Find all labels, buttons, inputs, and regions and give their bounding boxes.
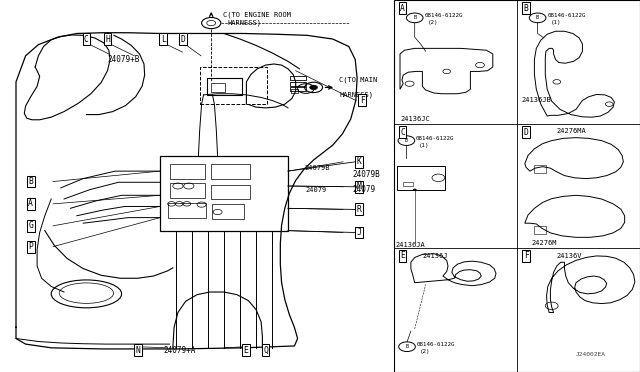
Text: N: N bbox=[136, 346, 141, 355]
Text: 24276MA: 24276MA bbox=[557, 128, 586, 134]
Text: C: C bbox=[400, 128, 405, 137]
Bar bbox=[290, 76, 306, 80]
Text: (2): (2) bbox=[420, 349, 430, 354]
Bar bbox=[534, 226, 546, 234]
Text: 24136J: 24136J bbox=[422, 253, 448, 259]
Text: 08146-6122G: 08146-6122G bbox=[417, 342, 455, 347]
Text: B: B bbox=[536, 15, 539, 20]
Text: B: B bbox=[406, 344, 408, 349]
Text: 24079+B: 24079+B bbox=[108, 55, 140, 64]
Text: 24136JC: 24136JC bbox=[400, 116, 429, 122]
Text: E: E bbox=[400, 251, 405, 260]
Text: 24079B: 24079B bbox=[352, 170, 380, 179]
Bar bbox=[207, 78, 242, 95]
Text: P: P bbox=[28, 242, 33, 251]
Text: Q: Q bbox=[263, 346, 268, 355]
Circle shape bbox=[310, 85, 317, 90]
Circle shape bbox=[413, 189, 417, 191]
Bar bbox=[211, 83, 225, 92]
Text: C(TO ENGINE ROOM: C(TO ENGINE ROOM bbox=[223, 12, 291, 18]
Bar bbox=[211, 164, 250, 179]
Text: K: K bbox=[356, 157, 362, 166]
Text: (1): (1) bbox=[419, 142, 429, 148]
Text: J24002EA: J24002EA bbox=[576, 352, 606, 357]
Text: 24136V: 24136V bbox=[557, 253, 582, 259]
Text: E: E bbox=[243, 346, 248, 355]
Text: B: B bbox=[405, 138, 408, 143]
Text: 24079B: 24079B bbox=[304, 165, 330, 171]
Text: H: H bbox=[105, 35, 110, 44]
Text: (1): (1) bbox=[550, 20, 561, 25]
Bar bbox=[211, 185, 250, 199]
Text: A: A bbox=[400, 4, 405, 13]
Bar bbox=[290, 82, 306, 86]
Text: 24136JB: 24136JB bbox=[522, 97, 551, 103]
Bar bbox=[170, 183, 205, 198]
Bar bbox=[534, 165, 546, 173]
Text: 24079+A: 24079+A bbox=[163, 346, 196, 355]
Bar bbox=[394, 0, 640, 372]
Text: HARNESS): HARNESS) bbox=[227, 19, 261, 26]
Text: J: J bbox=[356, 228, 362, 237]
Text: R: R bbox=[356, 205, 362, 214]
Text: F: F bbox=[524, 251, 529, 260]
Text: 24079: 24079 bbox=[306, 187, 327, 193]
Text: M: M bbox=[356, 182, 362, 191]
Text: 08146-6122G: 08146-6122G bbox=[416, 136, 454, 141]
Bar bbox=[403, 182, 413, 186]
Text: F: F bbox=[360, 96, 365, 105]
Text: A: A bbox=[28, 199, 33, 208]
Text: 24276M: 24276M bbox=[531, 240, 557, 246]
Bar bbox=[397, 166, 445, 190]
Bar bbox=[290, 87, 306, 91]
Text: D: D bbox=[524, 128, 529, 137]
Bar bbox=[168, 203, 206, 218]
Text: G: G bbox=[28, 221, 33, 230]
Text: 24079: 24079 bbox=[352, 185, 375, 194]
Text: 08146-6122G: 08146-6122G bbox=[547, 13, 586, 18]
Text: B: B bbox=[28, 177, 33, 186]
Text: HARNESS): HARNESS) bbox=[339, 92, 373, 98]
Text: B: B bbox=[524, 4, 529, 13]
Text: (2): (2) bbox=[428, 20, 438, 25]
Text: C(TO MAIN: C(TO MAIN bbox=[339, 77, 378, 83]
Text: D: D bbox=[180, 35, 186, 44]
Bar bbox=[160, 156, 288, 231]
Bar bbox=[200, 67, 267, 104]
Text: C: C bbox=[84, 35, 89, 44]
Text: B: B bbox=[413, 15, 416, 20]
Text: L: L bbox=[161, 35, 166, 44]
Bar bbox=[212, 204, 244, 219]
Bar bbox=[170, 164, 205, 179]
Text: 24136JA: 24136JA bbox=[396, 242, 425, 248]
Text: 08146-6122G: 08146-6122G bbox=[424, 13, 463, 18]
Bar bbox=[291, 89, 298, 93]
